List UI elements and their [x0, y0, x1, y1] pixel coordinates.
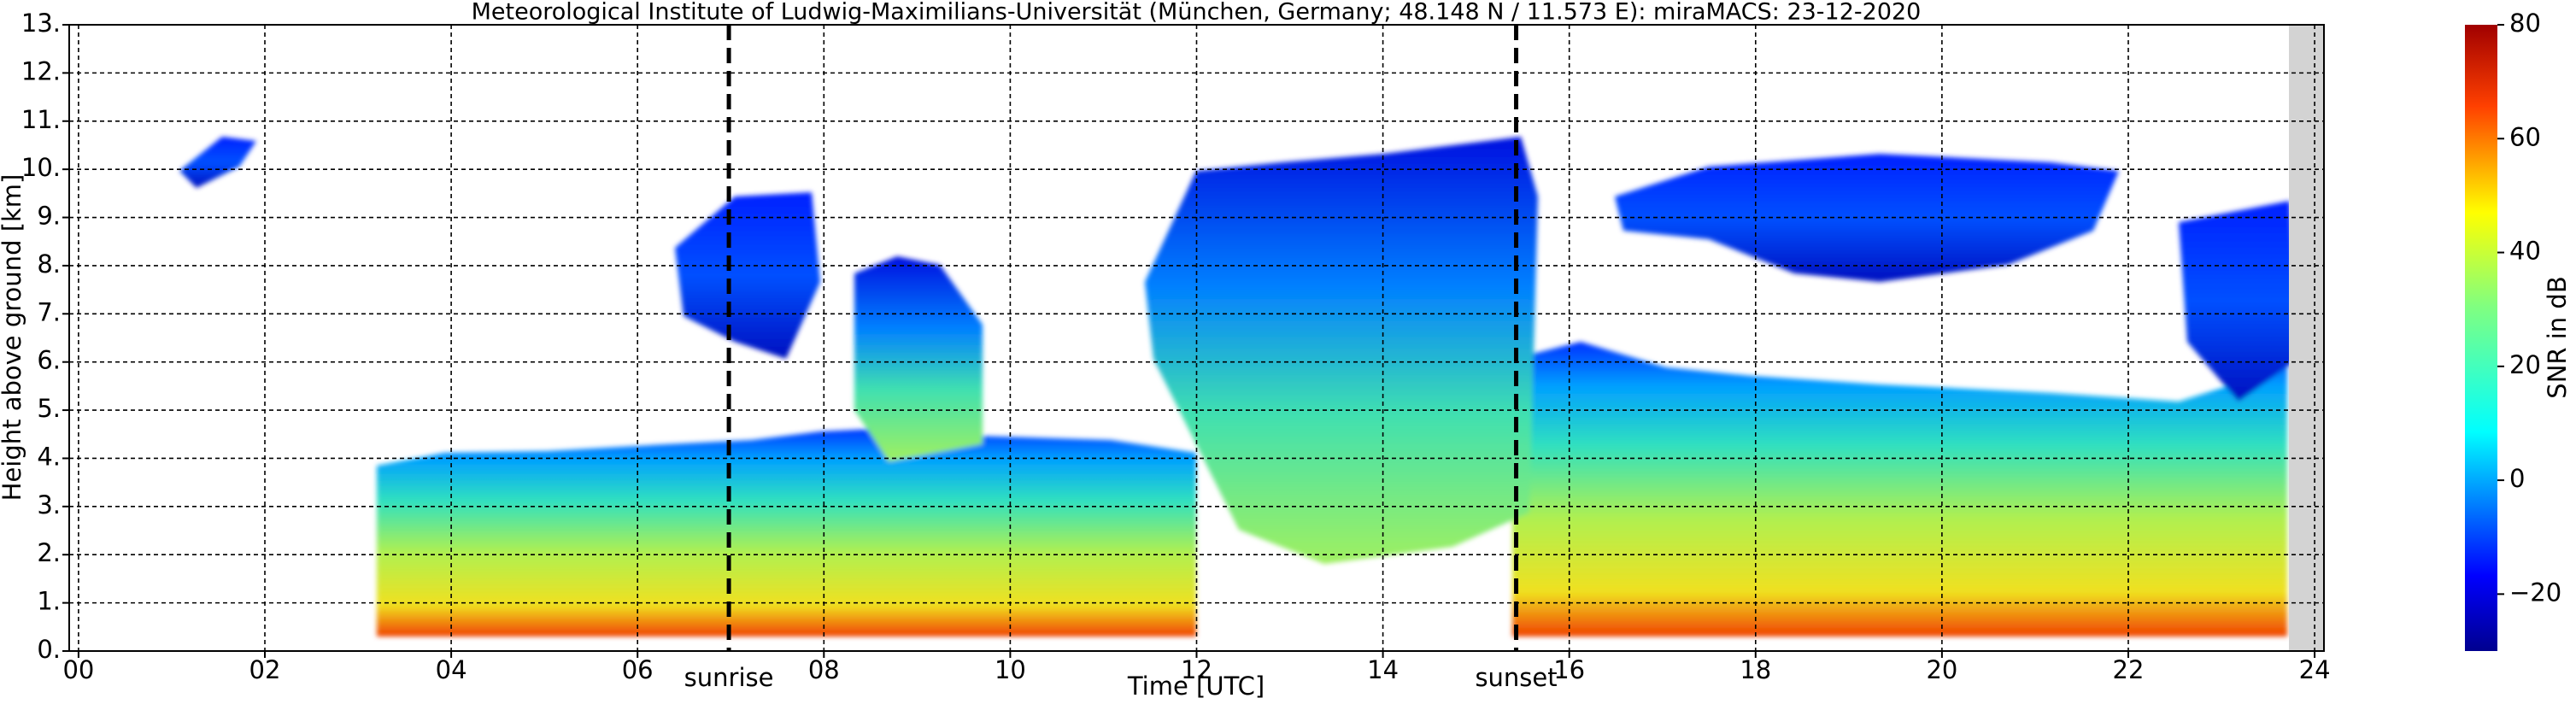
y-tick-label: 13.: [21, 9, 61, 38]
marker-label: sunset: [1475, 663, 1557, 692]
no-data-area: [2289, 25, 2324, 651]
chart-title: Meteorological Institute of Ludwig-Maxim…: [472, 0, 1922, 26]
x-tick-label: 16: [1553, 655, 1585, 684]
x-tick-label: 18: [1740, 655, 1771, 684]
y-tick-label: 4.: [37, 442, 61, 471]
x-tick-label: 06: [622, 655, 654, 684]
colorbar-tick-label: 60: [2509, 122, 2541, 151]
y-tick-label: 9.: [37, 202, 61, 231]
y-tick-label: 2.: [37, 538, 61, 567]
y-tick-label: 12.: [21, 56, 61, 85]
cirrus-patch: [179, 137, 256, 188]
colorbar-tick-label: 40: [2509, 237, 2541, 266]
y-tick-label: 10.: [21, 153, 61, 182]
y-tick-label: 5.: [37, 394, 61, 423]
y-tick-label: 11.: [21, 105, 61, 134]
y-tick-label: 1.: [37, 587, 61, 616]
colorbar-tick-label: 0: [2509, 464, 2525, 493]
x-tick-label: 10: [995, 655, 1026, 684]
y-tick-label: 7.: [37, 297, 61, 326]
radar-echoes: [179, 137, 2298, 637]
morning-cloud: [675, 192, 820, 359]
x-tick-label: 12: [1181, 655, 1212, 684]
y-tick-label: 6.: [37, 346, 61, 375]
x-tick-label: 24: [2299, 655, 2331, 684]
colorbar: [2465, 25, 2497, 651]
marker-label: sunrise: [684, 663, 774, 692]
cloud-tower: [1145, 137, 1538, 564]
colorbar-label: SNR in dB: [2543, 276, 2572, 398]
evening-cloud: [2179, 201, 2298, 402]
x-tick-label: 08: [808, 655, 840, 684]
x-tick-label: 00: [62, 655, 94, 684]
colorbar-tick-label: 20: [2509, 350, 2541, 379]
upper-cloud: [1615, 154, 2119, 282]
x-tick-label: 14: [1367, 655, 1399, 684]
colorbar-tick-label: 80: [2509, 9, 2541, 38]
low-cloud-layer: [377, 427, 1196, 637]
x-tick-label: 20: [1926, 655, 1957, 684]
x-axis-label: Time [UTC]: [1127, 672, 1265, 701]
x-tick-label: 22: [2113, 655, 2145, 684]
cloud-fragment: [854, 256, 983, 461]
x-tick-label: 04: [436, 655, 467, 684]
y-tick-label: 3.: [37, 490, 61, 519]
y-axis-label: Height above ground [km]: [0, 174, 26, 502]
low-cloud-layer: [1512, 342, 2287, 637]
y-tick-label: 0.: [37, 635, 61, 664]
y-tick-label: 8.: [37, 249, 61, 279]
colorbar-tick-label: −20: [2509, 578, 2561, 607]
x-tick-label: 02: [249, 655, 281, 684]
